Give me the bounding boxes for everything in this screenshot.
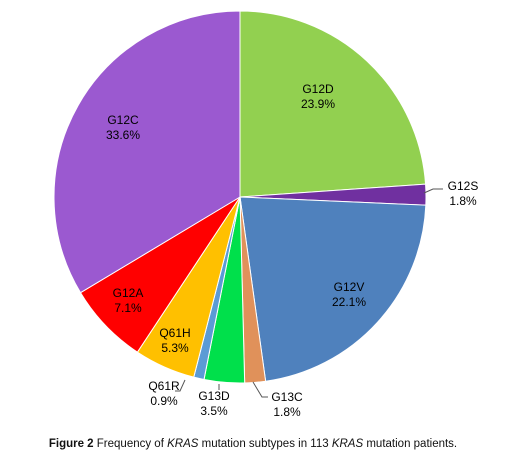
slice-label-q61h: Q61H 5.3%	[159, 326, 190, 355]
leader-line-g13c	[252, 381, 268, 398]
slice-label-g12s: G12S 1.8%	[448, 179, 479, 208]
slice-label-value: 1.8%	[273, 405, 301, 419]
slice-label-value: 33.6%	[106, 128, 140, 142]
caption-gene-2: KRAS	[331, 438, 364, 450]
slice-label-value: 0.9%	[150, 394, 178, 408]
caption-text-3: mutation patients.	[363, 438, 458, 450]
pie-slices	[53, 10, 427, 384]
slice-label-value: 5.3%	[161, 341, 189, 355]
slice-label-name: G12A	[113, 286, 144, 300]
leader-lines	[175, 188, 443, 398]
slice-label-value: 23.9%	[301, 97, 335, 111]
leader-line-g12s	[423, 188, 443, 194]
slice-label-g13c: G13C 1.8%	[271, 390, 303, 419]
slice-label-name: G13C	[271, 390, 303, 404]
slice-label-value: 22.1%	[332, 295, 366, 309]
leader-line-q61r	[175, 379, 186, 392]
slice-label-value: 3.5%	[200, 404, 228, 418]
slice-label-value: 7.1%	[114, 301, 142, 315]
pie-slice-g12d	[239, 10, 427, 198]
slice-label-q61r: Q61R 0.9%	[148, 379, 180, 408]
slice-label-value: 1.8%	[449, 194, 477, 208]
caption-text-2: mutation subtypes in 113	[198, 438, 332, 450]
caption-gene-1: KRAS	[167, 438, 199, 450]
slice-label-name: Q61H	[159, 326, 190, 340]
figure-caption: Figure 2 Frequency of KRAS mutation subt…	[0, 438, 506, 450]
slice-label-name: G12C	[107, 113, 139, 127]
slice-label-name: Q61R	[148, 379, 180, 393]
slice-label-name: G12V	[334, 280, 365, 294]
slice-label-g12c: G12C 33.6%	[106, 113, 140, 142]
slice-label-name: G12D	[302, 82, 334, 96]
slice-label-g12d: G12D 23.9%	[301, 82, 335, 111]
caption-text-1: Frequency of	[93, 438, 168, 450]
slice-label-name: G12S	[448, 179, 479, 193]
slice-label-g13d: G13D 3.5%	[198, 389, 230, 418]
pie-slice-g12c	[53, 10, 241, 294]
caption-figure-label: Figure 2	[48, 438, 94, 450]
pie-slice-g12v	[239, 196, 427, 382]
slice-label-g12a: G12A 7.1%	[113, 286, 144, 315]
slice-label-g12v: G12V 22.1%	[332, 280, 366, 309]
slice-label-name: G13D	[198, 389, 230, 403]
slice-labels: G12D 23.9%G12S 1.8%G12V 22.1%G13C 1.8%G13D 3.…	[106, 82, 478, 419]
